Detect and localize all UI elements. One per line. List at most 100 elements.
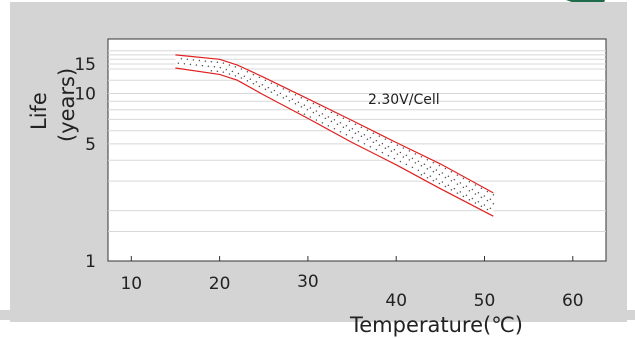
band-dot	[402, 147, 405, 149]
band-dot	[432, 179, 435, 182]
band-dot	[297, 110, 300, 112]
band-dot	[420, 174, 423, 176]
band-dot	[342, 117, 345, 120]
band-dot	[306, 108, 309, 111]
band-dot	[267, 86, 270, 89]
band-dot	[459, 182, 462, 184]
y-axis-title-line1: Life	[27, 92, 51, 130]
band-dot	[282, 97, 285, 99]
band-dot	[336, 114, 339, 117]
band-dot	[282, 88, 285, 90]
band-dot	[363, 133, 366, 136]
band-dot	[477, 201, 480, 203]
band-dot	[240, 68, 243, 70]
band-dot	[465, 194, 468, 196]
band-dot	[249, 78, 252, 80]
band-dot	[402, 156, 405, 158]
band-dot	[357, 130, 360, 133]
band-dot	[318, 105, 321, 108]
band-dot	[423, 163, 426, 165]
band-dot	[378, 135, 381, 137]
band-dot	[189, 63, 192, 66]
band-dot	[426, 176, 429, 179]
band-dot	[339, 122, 342, 124]
band-dot	[279, 92, 282, 95]
band-dot	[357, 139, 360, 142]
x-tick-marks	[130, 256, 574, 261]
band-dot	[276, 85, 279, 87]
band-dot	[459, 191, 462, 193]
band-dot	[414, 153, 417, 155]
upper-life-line	[175, 54, 494, 194]
figure-bottom-strip	[0, 310, 635, 320]
band-dot	[420, 165, 423, 167]
band-dot	[453, 187, 456, 190]
band-dot	[234, 66, 237, 68]
x-tick-label: 20	[209, 274, 231, 294]
band-dot	[468, 198, 471, 201]
band-dot	[372, 132, 375, 134]
band-dot	[324, 117, 327, 120]
band-dot	[306, 99, 309, 102]
band-dot	[480, 196, 483, 199]
band-dot	[462, 186, 465, 189]
band-dot	[240, 77, 243, 79]
band-dot	[396, 144, 399, 146]
band-dot	[252, 73, 255, 76]
band-dot	[468, 189, 471, 192]
y-axis-title-line2: (years)	[55, 68, 79, 142]
band-dot	[288, 100, 291, 102]
band-dot	[294, 102, 297, 105]
band-dot	[297, 101, 300, 103]
band-dot	[450, 180, 453, 182]
band-dot	[354, 132, 357, 134]
band-dot	[315, 110, 318, 112]
plot-area	[107, 38, 607, 262]
band-dot	[198, 59, 201, 62]
band-dot	[210, 60, 213, 63]
y-tick-label: 1	[85, 252, 96, 272]
band-dot	[480, 187, 483, 190]
band-dot	[366, 129, 369, 131]
band-dot	[321, 113, 324, 115]
band-dot	[462, 195, 465, 198]
band-dot	[270, 91, 273, 93]
band-dot	[258, 85, 261, 88]
band-dot	[246, 80, 249, 82]
band-dot	[492, 203, 495, 205]
x-axis-title: Temperature(℃)	[349, 313, 523, 337]
band-dot	[453, 178, 456, 181]
band-dot	[330, 120, 333, 123]
band-dot	[444, 185, 447, 188]
band-dot	[333, 119, 336, 121]
band-dot	[369, 145, 372, 148]
band-dot	[300, 105, 303, 108]
x-tick-label: 40	[385, 291, 407, 311]
band-dot	[432, 170, 435, 173]
annotation-label: 2.30V/Cell	[368, 92, 440, 108]
band-dot	[387, 154, 390, 157]
band-dot	[273, 89, 276, 92]
band-dot	[201, 64, 204, 67]
band-dot	[186, 58, 189, 61]
band-dot	[216, 70, 219, 73]
band-dot	[405, 163, 408, 166]
band-dot	[396, 153, 399, 155]
band-dot	[414, 162, 417, 164]
band-dot	[222, 62, 225, 64]
band-dot	[333, 128, 336, 130]
band-dot	[417, 169, 420, 172]
band-dot	[348, 129, 351, 131]
band-dot	[483, 195, 486, 197]
x-tick-label: 10	[120, 274, 142, 294]
band-dot	[264, 79, 267, 81]
band-dot	[228, 64, 231, 66]
band-dot	[375, 139, 378, 142]
band-dot	[351, 136, 354, 139]
band-dot	[312, 102, 315, 105]
band-dot	[351, 127, 354, 130]
band-dot	[288, 91, 291, 93]
band-dot	[216, 61, 219, 64]
band-dot	[276, 94, 279, 96]
